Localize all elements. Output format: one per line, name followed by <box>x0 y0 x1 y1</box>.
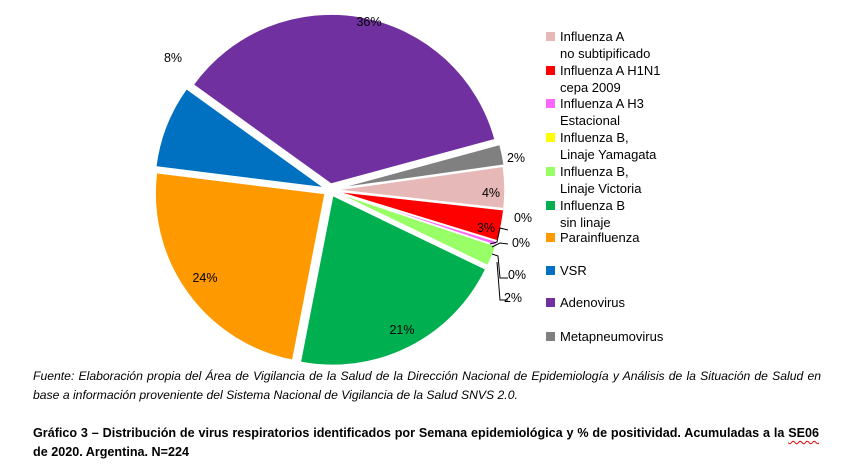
source-text: Elaboración propia del Área de Vigilanci… <box>33 369 821 402</box>
legend-label: VSR <box>560 263 587 278</box>
title-text: Gráfico 3 – Distribución de virus respir… <box>33 426 789 440</box>
legend-swatch <box>546 332 555 341</box>
leader-line-2 <box>491 253 508 279</box>
data-label-3: 0% <box>507 268 527 282</box>
pie-slice-8 <box>192 13 497 185</box>
data-label-5: 21% <box>389 323 415 337</box>
leader-line-0 <box>489 227 509 245</box>
pie-slice-6 <box>154 171 327 362</box>
legend-label: Influenza A H3 Estacional <box>560 96 644 128</box>
legend-label: Metapneumovirus <box>560 329 664 344</box>
pie-slice-0 <box>334 165 506 210</box>
legend-swatch <box>546 99 555 108</box>
data-label-extra: 0% <box>513 211 533 225</box>
data-label-7: 8% <box>163 51 183 65</box>
leader-line-1 <box>491 242 509 248</box>
legend-swatch <box>546 201 555 210</box>
data-label-6: 24% <box>192 271 218 285</box>
legend-label: Influenza B, Linaje Victoria <box>560 164 642 196</box>
legend-swatch <box>546 298 555 307</box>
pie-slice-7 <box>154 87 325 189</box>
leader-line-3 <box>496 261 508 301</box>
source-label: Fuente: <box>33 369 75 383</box>
legend-swatch <box>546 266 555 275</box>
title-se: SE06 <box>788 426 819 440</box>
legend-swatch <box>546 133 555 142</box>
legend-label: Influenza A H1N1 cepa 2009 <box>560 63 661 95</box>
data-label-2: 0% <box>511 236 531 250</box>
source-note: Fuente: Elaboración propia del Área de V… <box>33 367 821 405</box>
figure-title: Gráfico 3 – Distribución de virus respir… <box>33 424 819 462</box>
data-label-1: 3% <box>476 221 496 235</box>
data-label-8: 36% <box>356 15 382 29</box>
legend-swatch <box>546 66 555 75</box>
pie-chart <box>154 13 509 365</box>
legend-label: Influenza B, Linaje Yamagata <box>560 130 657 162</box>
legend-swatch <box>546 32 555 41</box>
data-label-4: 2% <box>503 291 523 305</box>
legend-label: Parainfluenza <box>560 230 640 245</box>
legend-swatch <box>546 167 555 176</box>
data-label-0: 4% <box>481 186 501 200</box>
pie-slice-5 <box>299 194 487 365</box>
legend-swatch <box>546 233 555 242</box>
legend-label: Adenovirus <box>560 295 626 310</box>
title-text-end: de 2020. Argentina. N=224 <box>33 445 189 459</box>
data-label-9: 2% <box>506 151 526 165</box>
pie-slice-4 <box>334 191 497 267</box>
pie-slice-9 <box>335 143 506 190</box>
